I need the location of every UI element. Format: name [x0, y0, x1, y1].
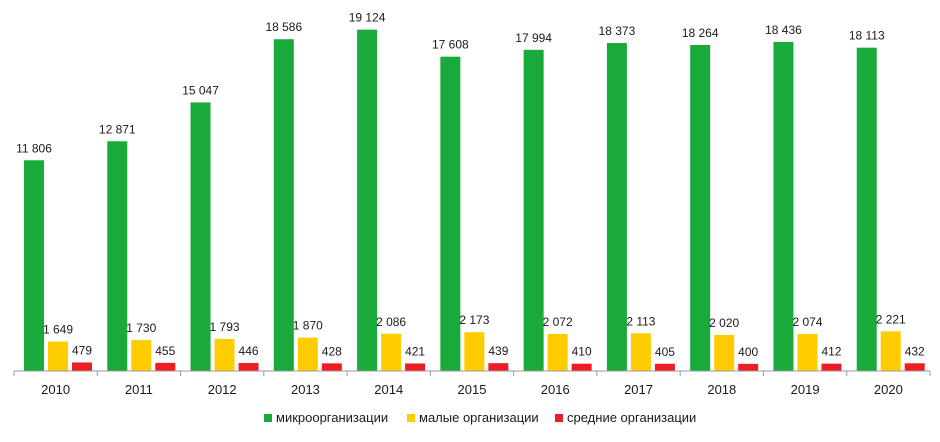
value-labels-group: 11 806 1 649 479 12 871 1 730 455 15 047 1 793 4…: [16, 11, 925, 359]
bar-small-2020: [880, 331, 901, 371]
bar-micro-2011: [107, 141, 128, 371]
value-label-small-2016: 2 072: [543, 315, 573, 329]
legend-label-micro: микроорганизации: [276, 410, 388, 425]
value-label-medium-2011: 455: [155, 344, 175, 358]
bar-small-2017: [630, 333, 651, 371]
value-label-small-2013: 1 870: [293, 319, 323, 333]
value-label-medium-2014: 421: [405, 344, 425, 358]
value-label-micro-2020: 18 113: [849, 29, 885, 43]
bar-micro-2017: [606, 43, 627, 371]
value-label-small-2011: 1 730: [126, 321, 156, 335]
bar-medium-2015: [488, 363, 509, 371]
legend-label-medium: средние организации: [567, 410, 696, 425]
value-label-micro-2012: 15 047: [182, 83, 219, 97]
legend-label-small: малые организации: [419, 410, 539, 425]
value-label-medium-2010: 479: [72, 343, 92, 357]
bar-micro-2020: [856, 47, 877, 371]
value-label-medium-2016: 410: [572, 345, 592, 359]
value-label-medium-2019: 412: [821, 345, 841, 359]
x-tick-label-2019: 2019: [791, 382, 820, 397]
x-tick-label-2020: 2020: [874, 382, 903, 397]
bar-medium-2010: [72, 362, 92, 371]
bar-small-2019: [797, 333, 818, 371]
value-label-micro-2019: 18 436: [765, 23, 802, 37]
bar-micro-2015: [440, 56, 461, 371]
x-tick-label-2017: 2017: [624, 382, 653, 397]
bar-medium-2014: [405, 363, 426, 371]
value-label-medium-2012: 446: [239, 344, 259, 358]
value-label-small-2019: 2 074: [792, 315, 822, 329]
value-label-small-2012: 1 793: [210, 320, 240, 334]
value-label-small-2018: 2 020: [709, 316, 739, 330]
bar-small-2018: [714, 334, 735, 371]
bar-small-2016: [547, 334, 568, 371]
value-label-micro-2016: 17 994: [515, 31, 552, 45]
bar-micro-2010: [24, 160, 44, 371]
value-label-medium-2013: 428: [322, 344, 342, 358]
bar-medium-2019: [821, 363, 842, 371]
x-tick-label-2014: 2014: [374, 382, 403, 397]
bar-micro-2014: [357, 29, 378, 372]
bar-micro-2012: [190, 102, 211, 372]
x-tick-label-2010: 2010: [41, 382, 70, 397]
value-label-medium-2017: 405: [655, 345, 675, 359]
bar-small-2010: [48, 341, 68, 371]
bar-small-2015: [464, 332, 485, 371]
value-label-micro-2014: 19 124: [349, 11, 386, 25]
x-axis: 2010 2011 2012 2013 2014 2015 2016 2017 2018 2019…: [13, 370, 931, 397]
bar-micro-2013: [273, 39, 294, 371]
bar-medium-2011: [155, 362, 176, 371]
value-label-medium-2018: 400: [738, 345, 758, 359]
bar-micro-2016: [523, 49, 544, 371]
bar-medium-2017: [654, 363, 675, 371]
bar-small-2014: [381, 333, 402, 371]
x-tick-label-2018: 2018: [707, 382, 736, 397]
x-tick-label-2012: 2012: [208, 382, 237, 397]
bar-medium-2020: [904, 363, 925, 371]
value-label-medium-2015: 439: [488, 344, 508, 358]
value-label-small-2014: 2 086: [376, 315, 406, 329]
value-label-micro-2015: 17 608: [432, 38, 469, 52]
legend: микроорганизации малые организации средние…: [264, 410, 696, 425]
bar-micro-2018: [690, 44, 711, 371]
value-label-micro-2018: 18 264: [682, 26, 719, 40]
value-label-small-2017: 2 113: [626, 314, 655, 328]
value-label-small-2015: 2 173: [459, 313, 489, 327]
value-label-micro-2013: 18 586: [265, 20, 302, 34]
value-label-small-2010: 1 649: [43, 323, 73, 337]
x-tick-label-2015: 2015: [458, 382, 487, 397]
bar-small-2012: [214, 338, 235, 371]
x-tick-label-2016: 2016: [541, 382, 570, 397]
x-tick-label-2011: 2011: [125, 382, 153, 397]
value-label-medium-2020: 432: [905, 344, 925, 358]
value-label-small-2020: 2 221: [876, 312, 906, 326]
legend-swatch-medium: [555, 414, 563, 422]
legend-swatch-micro: [264, 414, 272, 422]
value-label-micro-2010: 11 806: [16, 141, 52, 155]
x-tick-label-2013: 2013: [291, 382, 320, 397]
bar-small-2013: [297, 337, 318, 371]
bar-medium-2018: [738, 363, 759, 371]
bar-small-2011: [131, 340, 152, 371]
value-label-micro-2011: 12 871: [99, 122, 136, 136]
bar-medium-2012: [238, 363, 259, 371]
bar-medium-2016: [571, 363, 592, 371]
legend-swatch-small: [407, 414, 415, 422]
value-label-micro-2017: 18 373: [599, 24, 636, 38]
bar-micro-2019: [773, 41, 794, 372]
bar-medium-2013: [321, 363, 342, 371]
bars-group: [24, 29, 925, 372]
